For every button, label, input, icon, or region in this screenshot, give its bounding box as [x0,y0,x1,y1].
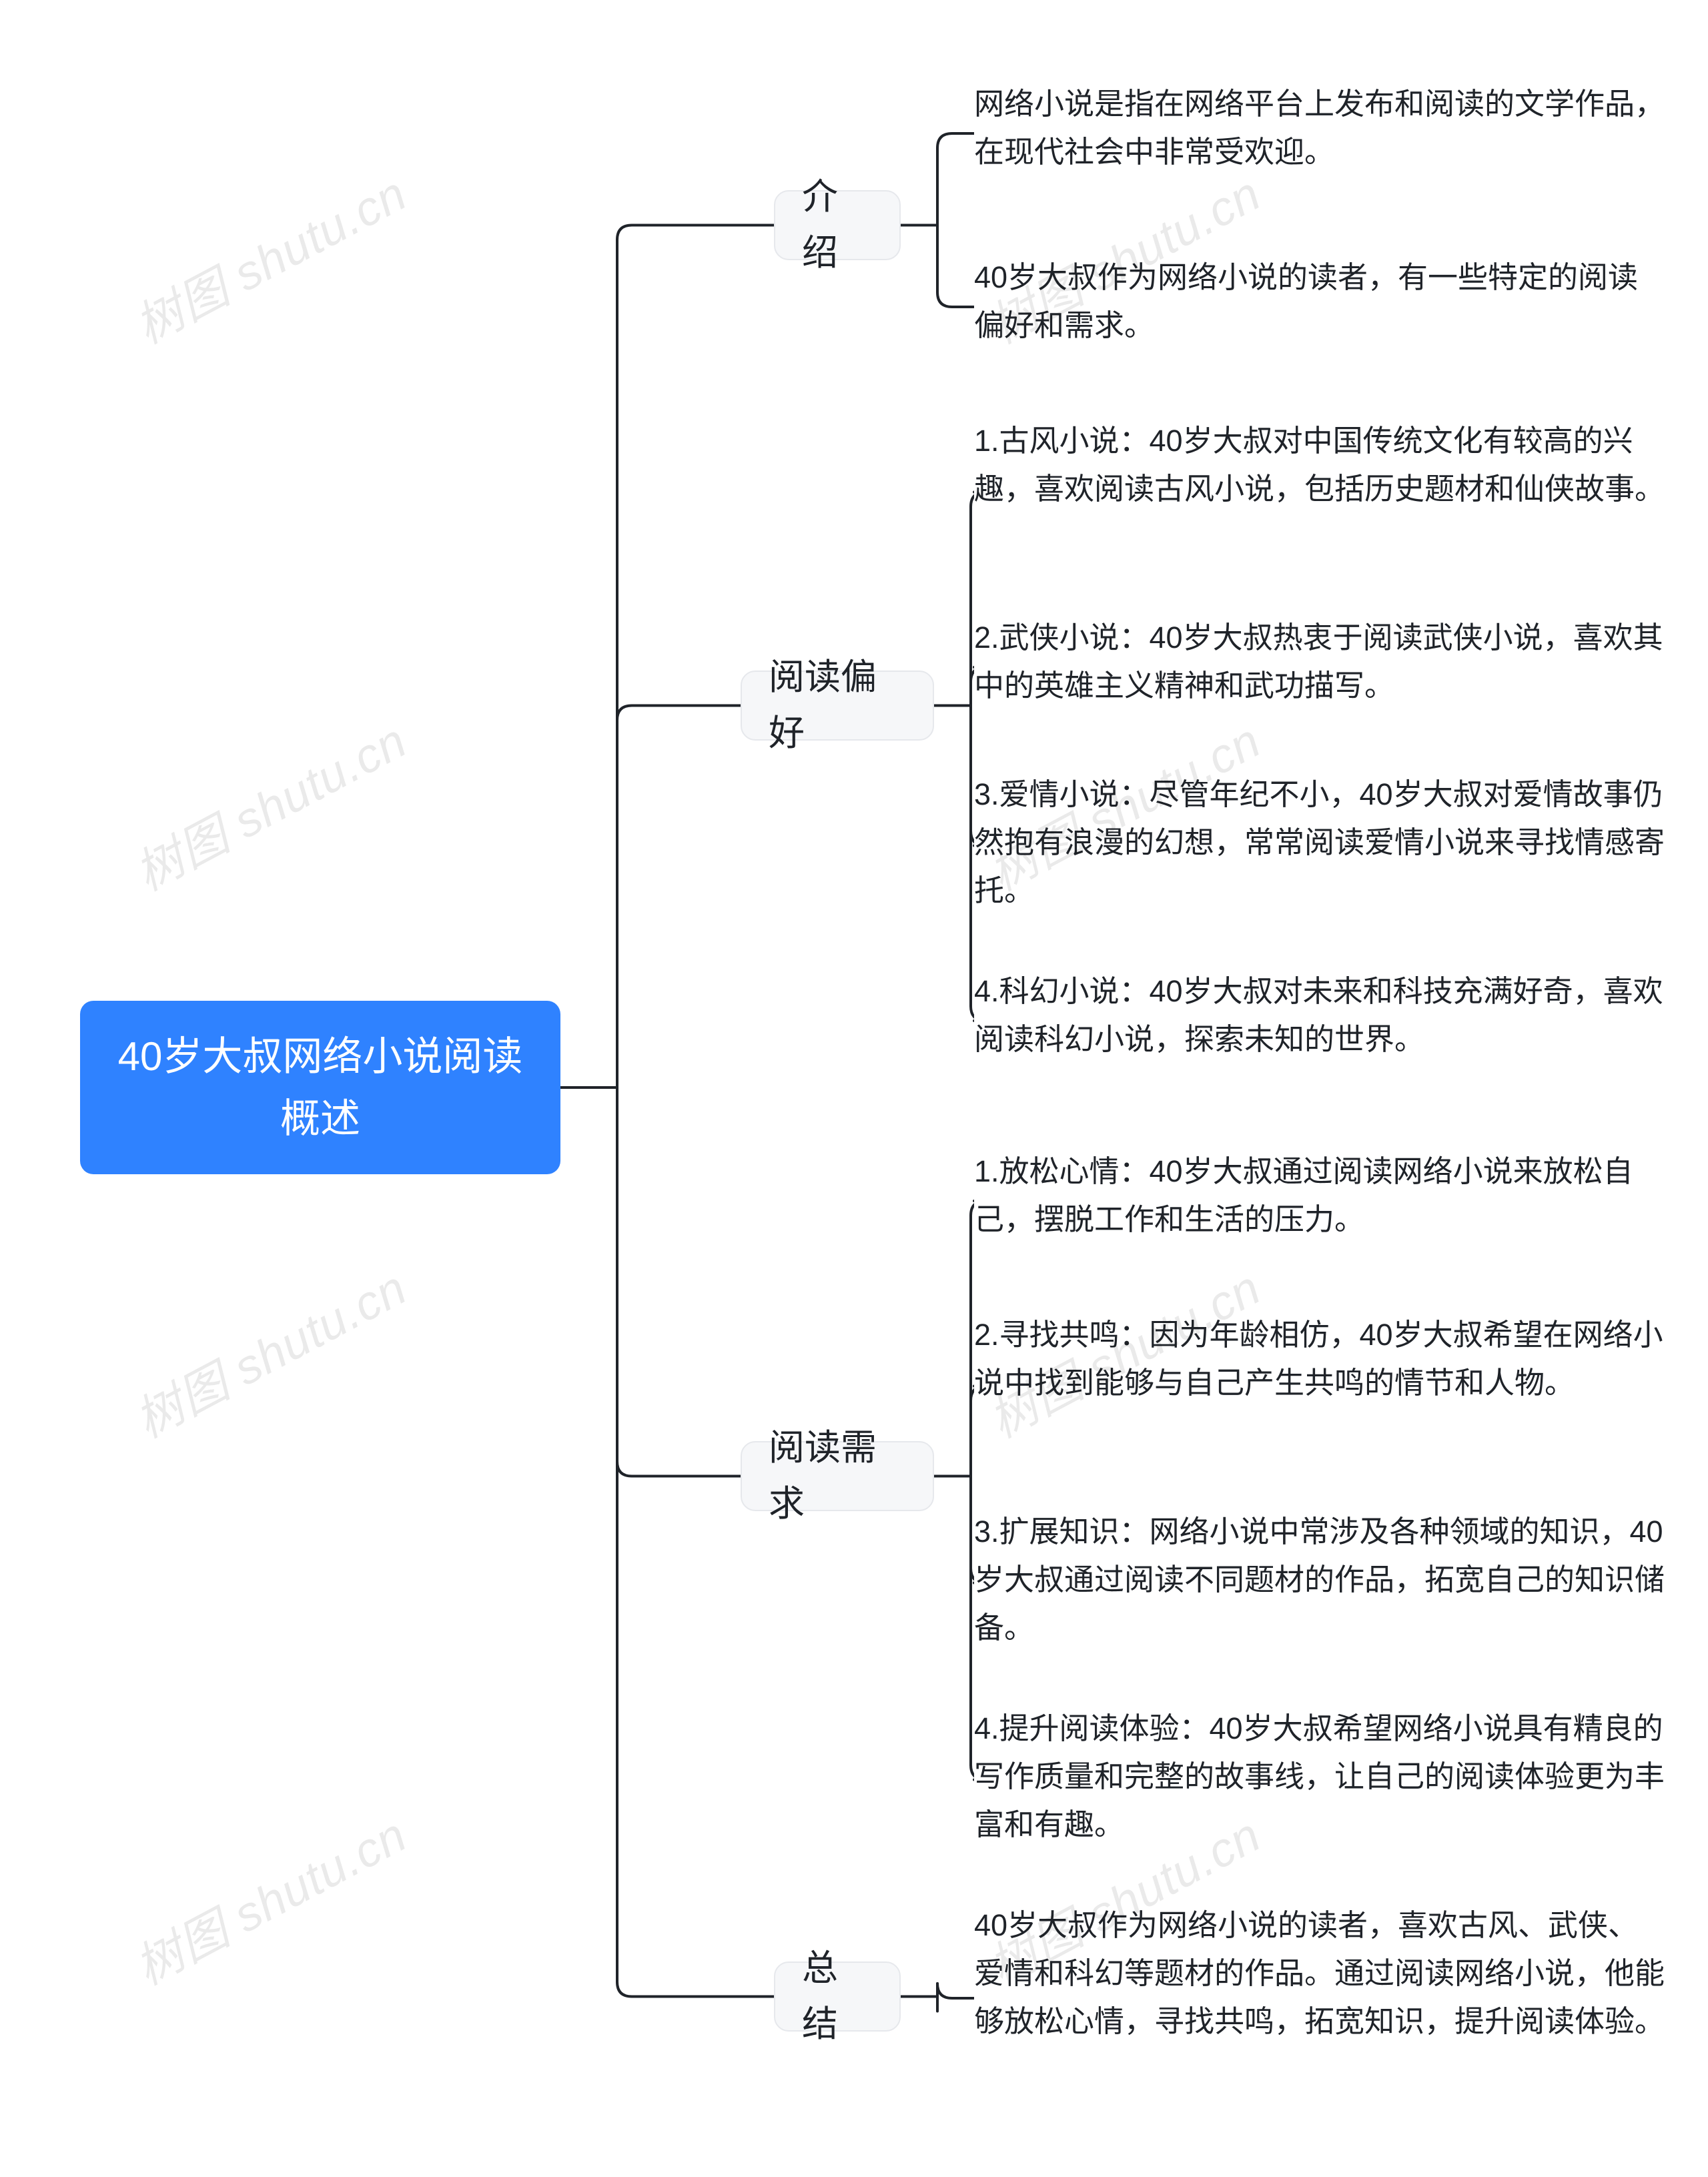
watermark: 树图 shutu.cn [121,702,417,904]
leaf-text: 40岁大叔作为网络小说的读者，有一些特定的阅读偏好和需求。 [974,254,1668,350]
root-node[interactable]: 40岁大叔网络小说阅读概述 [80,1001,560,1174]
watermark: 树图 shutu.cn [121,155,417,357]
leaf-node[interactable]: 4.科幻小说：40岁大叔对未来和科技充满好奇，喜欢阅读科幻小说，探索未知的世界。 [974,967,1668,1074]
leaf-node[interactable]: 3.扩展知识：网络小说中常涉及各种领域的知识，40岁大叔通过阅读不同题材的作品，… [974,1508,1668,1658]
branch-node-intro[interactable]: 介绍 [774,190,901,260]
leaf-text: 4.科幻小说：40岁大叔对未来和科技充满好奇，喜欢阅读科幻小说，探索未知的世界。 [974,967,1668,1063]
leaf-text: 3.爱情小说：尽管年纪不小，40岁大叔对爱情故事仍然抱有浪漫的幻想，常常阅读爱情… [974,771,1668,915]
leaf-node[interactable]: 2.寻找共鸣：因为年龄相仿，40岁大叔希望在网络小说中找到能够与自己产生共鸣的情… [974,1311,1668,1461]
leaf-text: 3.扩展知识：网络小说中常涉及各种领域的知识，40岁大叔通过阅读不同题材的作品，… [974,1508,1668,1652]
leaf-node[interactable]: 40岁大叔作为网络小说的读者，喜欢古风、武侠、爱情和科幻等题材的作品。通过阅读网… [974,1901,1668,2095]
leaf-node[interactable]: 1.放松心情：40岁大叔通过阅读网络小说来放松自己，摆脱工作和生活的压力。 [974,1148,1668,1254]
mindmap-canvas: 40岁大叔网络小说阅读概述 介绍 网络小说是指在网络平台上发布和阅读的文学作品，在… [0,0,1708,2177]
leaf-text: 2.寻找共鸣：因为年龄相仿，40岁大叔希望在网络小说中找到能够与自己产生共鸣的情… [974,1311,1668,1407]
branch-label: 阅读需求 [769,1420,906,1532]
leaf-text: 40岁大叔作为网络小说的读者，喜欢古风、武侠、爱情和科幻等题材的作品。通过阅读网… [974,1901,1668,2046]
branch-node-needs[interactable]: 阅读需求 [741,1441,934,1511]
branch-label: 阅读偏好 [769,650,906,761]
branch-label: 介绍 [802,169,873,281]
leaf-node[interactable]: 网络小说是指在网络平台上发布和阅读的文学作品，在现代社会中非常受欢迎。 [974,80,1668,187]
leaf-text: 2.武侠小说：40岁大叔热衷于阅读武侠小说，喜欢其中的英雄主义精神和武功描写。 [974,614,1668,710]
leaf-text: 1.放松心情：40岁大叔通过阅读网络小说来放松自己，摆脱工作和生活的压力。 [974,1148,1668,1244]
leaf-node[interactable]: 1.古风小说：40岁大叔对中国传统文化有较高的兴趣，喜欢阅读古风小说，包括历史题… [974,417,1668,567]
leaf-text: 网络小说是指在网络平台上发布和阅读的文学作品，在现代社会中非常受欢迎。 [974,80,1668,176]
watermark: 树图 shutu.cn [121,1796,417,1998]
leaf-node[interactable]: 3.爱情小说：尽管年纪不小，40岁大叔对爱情故事仍然抱有浪漫的幻想，常常阅读爱情… [974,771,1668,921]
root-label: 40岁大叔网络小说阅读概述 [107,1025,534,1150]
branch-node-summary[interactable]: 总结 [774,1962,901,2032]
leaf-node[interactable]: 4.提升阅读体验：40岁大叔希望网络小说具有精良的写作质量和完整的故事线，让自己… [974,1705,1668,1855]
branch-label: 总结 [802,1941,873,2052]
leaf-node[interactable]: 40岁大叔作为网络小说的读者，有一些特定的阅读偏好和需求。 [974,254,1668,360]
branch-node-preference[interactable]: 阅读偏好 [741,671,934,741]
leaf-text: 1.古风小说：40岁大叔对中国传统文化有较高的兴趣，喜欢阅读古风小说，包括历史题… [974,417,1668,513]
leaf-node[interactable]: 2.武侠小说：40岁大叔热衷于阅读武侠小说，喜欢其中的英雄主义精神和武功描写。 [974,614,1668,721]
leaf-text: 4.提升阅读体验：40岁大叔希望网络小说具有精良的写作质量和完整的故事线，让自己… [974,1705,1668,1849]
watermark: 树图 shutu.cn [121,1249,417,1451]
